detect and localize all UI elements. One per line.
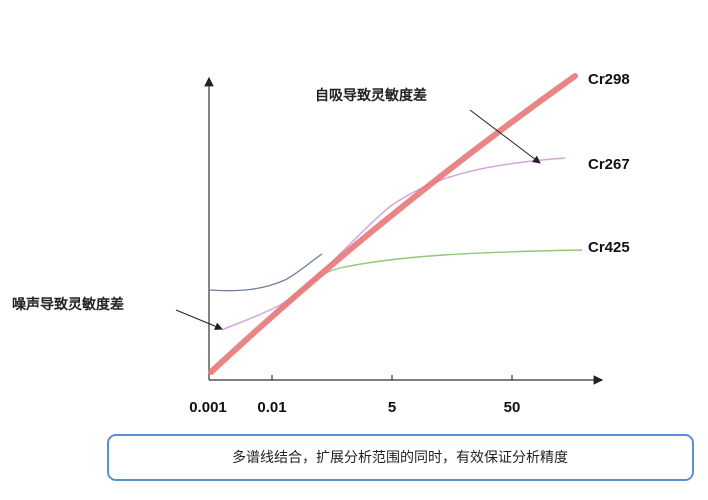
annotation-arrow [175,309,223,331]
curve-label: Cr298 [588,71,630,88]
curve-label: Cr425 [588,239,630,256]
caption-box [107,434,694,481]
x-tick-label: 0.001 [189,399,227,416]
x-tick-label: 50 [504,399,521,416]
curve-label: Cr267 [588,156,630,173]
noise-curve [208,253,323,292]
annotation: 噪声导致灵敏度差 [12,296,124,313]
annotation-arrow [469,109,541,164]
annotation: 自吸导致灵敏度差 [315,87,427,104]
x-ticks [271,375,513,380]
curve-cr267 [221,157,566,331]
curve-cr425 [274,249,583,313]
curve-cr298 [208,73,578,375]
x-tick-label: 0.01 [257,399,286,416]
caption: 多谱线结合，扩展分析范围的同时，有效保证分析精度 [232,449,568,466]
x-tick-label: 5 [388,399,396,416]
